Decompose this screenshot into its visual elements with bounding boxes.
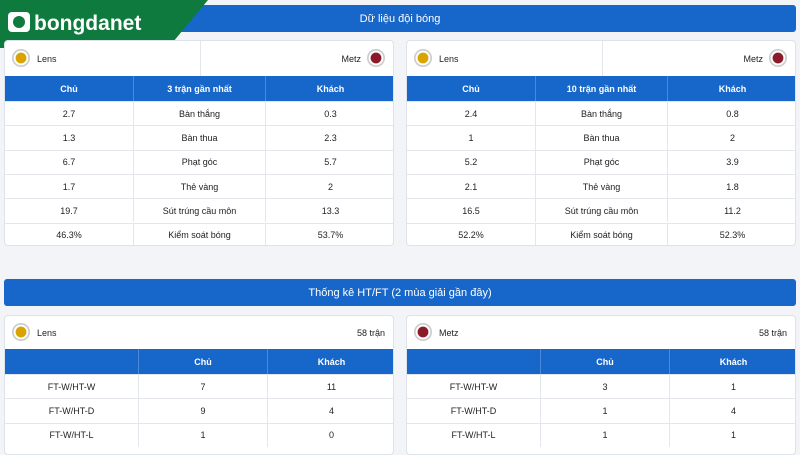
- stat-label: Phạt góc: [133, 149, 265, 174]
- stat-value: 2: [265, 173, 393, 199]
- stat-label: Kiểm soát bóng: [535, 222, 667, 245]
- htft-label: FT-W/HT-D: [407, 398, 540, 422]
- htft-label: FT-W/HT-L: [407, 422, 540, 447]
- stat-label: Phạt góc: [535, 149, 667, 174]
- team-name: Lens: [37, 327, 57, 338]
- htft-value: 7: [138, 374, 267, 399]
- htft-value: 1: [669, 374, 795, 399]
- stat-value: 16.5: [407, 198, 535, 222]
- stat-value: 53.7%: [265, 222, 393, 245]
- column-header: Khách: [669, 349, 795, 374]
- team-logo: [12, 49, 30, 67]
- htft-label: FT-W/HT-W: [5, 374, 138, 398]
- htft-value: 1: [669, 422, 795, 447]
- htft-panel: Lens 58 trận Chủ Khách FT-W/HT-W 7 11 FT-W/HT-D…: [4, 315, 394, 455]
- stat-value: 1: [407, 125, 535, 149]
- htft-value: 3: [540, 374, 669, 399]
- column-header: Chủ: [138, 349, 267, 374]
- stat-label: Sút trúng cầu môn: [133, 198, 265, 223]
- htft-value: 4: [267, 398, 393, 423]
- htft-title: Thống kê HT/FT (2 mùa giải gần đây): [308, 286, 492, 299]
- htft-value: 9: [138, 398, 267, 423]
- stat-value: 52.3%: [667, 222, 795, 245]
- stat-value: 19.7: [5, 198, 133, 222]
- htft-label: FT-W/HT-D: [5, 398, 138, 422]
- stat-value: 6.7: [5, 149, 133, 174]
- team-logo: [769, 49, 787, 67]
- divider: [200, 41, 201, 76]
- stat-label: Thẻ vàng: [133, 173, 265, 199]
- stat-value: 52.2%: [407, 222, 535, 246]
- stats-panel: Lens Metz Chủ 3 trận gần nhất Khách 2.7 Bàn th…: [4, 40, 394, 246]
- htft-label: FT-W/HT-W: [407, 374, 540, 398]
- match-count: 58 trận: [758, 327, 787, 338]
- team-logo: [414, 49, 432, 67]
- team-logo: [12, 323, 30, 341]
- column-header: Khách: [267, 349, 393, 374]
- stats-panel: Lens Metz Chủ 10 trận gần nhất Khách 2.4 Bàn t…: [406, 40, 796, 246]
- column-header: Chủ: [540, 349, 669, 374]
- stat-label: Bàn thua: [133, 125, 265, 150]
- stat-value: 0.3: [265, 101, 393, 126]
- column-header: Chủ: [5, 76, 133, 101]
- htft-value: 0: [267, 422, 393, 447]
- stat-label: Thẻ vàng: [535, 173, 667, 199]
- column-header: 10 trận gần nhất: [535, 76, 667, 101]
- stat-label: Sút trúng cầu môn: [535, 198, 667, 223]
- stat-value: 13.3: [265, 198, 393, 223]
- stat-value: 5.7: [265, 149, 393, 174]
- column-header: Khách: [667, 76, 795, 101]
- stat-value: 11.2: [667, 198, 795, 223]
- stat-value: 2.1: [407, 173, 535, 198]
- stat-value: 1.8: [667, 173, 795, 199]
- stat-value: 5.2: [407, 149, 535, 174]
- htft-value: 1: [138, 422, 267, 447]
- stat-value: 46.3%: [5, 222, 133, 246]
- team-logo: [414, 323, 432, 341]
- home-team: Lens: [37, 53, 57, 64]
- team-name: Metz: [439, 327, 459, 338]
- htft-panel: Metz 58 trận Chủ Khách FT-W/HT-W 3 1 FT-W/HT-D 1…: [406, 315, 796, 455]
- stat-value: 2: [667, 125, 795, 150]
- htft-value: 4: [669, 398, 795, 423]
- divider: [602, 41, 603, 76]
- htft-value: 1: [540, 422, 669, 447]
- stat-value: 2.3: [265, 125, 393, 150]
- stat-label: Bàn thắng: [535, 101, 667, 126]
- stat-value: 2.4: [407, 101, 535, 125]
- stat-value: 3.9: [667, 149, 795, 174]
- team-logo: [367, 49, 385, 67]
- htft-title-bar: Thống kê HT/FT (2 mùa giải gần đây): [4, 279, 796, 306]
- title: Dữ liệu đội bóng: [359, 12, 441, 25]
- stat-value: 1.7: [5, 173, 133, 198]
- logo-area[interactable]: bongdanet: [0, 0, 210, 50]
- logo-text[interactable]: bongdanet: [34, 12, 141, 35]
- match-count: 58 trận: [356, 327, 385, 338]
- htft-value: 11: [267, 374, 393, 399]
- stat-value: 1.3: [5, 125, 133, 149]
- stat-value: 2.7: [5, 101, 133, 125]
- column-header: [5, 349, 138, 374]
- htft-label: FT-W/HT-L: [5, 422, 138, 447]
- home-team: Lens: [439, 53, 459, 64]
- column-header: [407, 349, 540, 374]
- stat-label: Bàn thua: [535, 125, 667, 150]
- column-header: Chủ: [407, 76, 535, 101]
- column-header: 3 trận gần nhất: [133, 76, 265, 101]
- stat-label: Kiểm soát bóng: [133, 222, 265, 245]
- stat-label: Bàn thắng: [133, 101, 265, 126]
- away-team: Metz: [743, 53, 763, 64]
- away-team: Metz: [341, 53, 361, 64]
- stat-value: 0.8: [667, 101, 795, 126]
- htft-value: 1: [540, 398, 669, 423]
- column-header: Khách: [265, 76, 393, 101]
